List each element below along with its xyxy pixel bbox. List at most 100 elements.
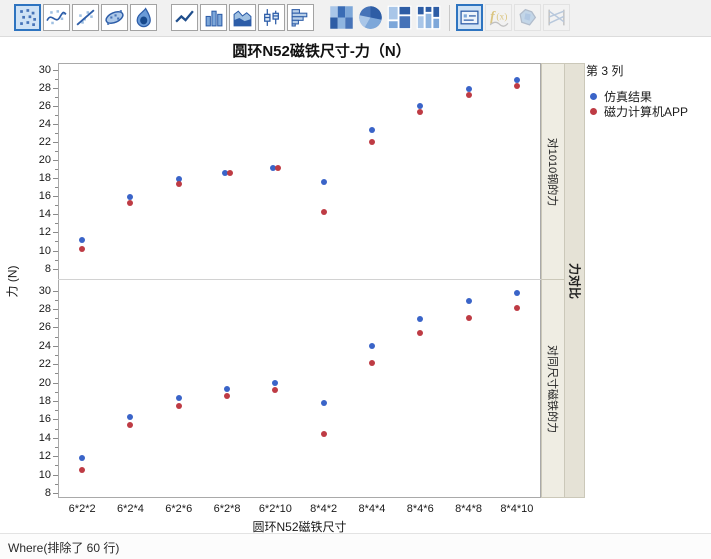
histogram-icon[interactable] [287, 4, 314, 31]
data-point[interactable] [127, 422, 134, 429]
pie-chart-icon[interactable] [357, 4, 384, 31]
plot-frame [58, 63, 541, 498]
data-point[interactable] [221, 170, 228, 177]
y-axis-tick-label: 10 [38, 244, 51, 257]
data-point[interactable] [127, 414, 134, 421]
data-point[interactable] [127, 200, 134, 207]
data-point[interactable] [513, 76, 520, 83]
group-strip-label: 力对比 [567, 262, 581, 299]
panel-strip-top-label: 对1010钢的力 [546, 137, 558, 206]
y-axis-tick [53, 437, 58, 439]
legend-item-calculator-app[interactable]: 磁力计算机APP [586, 104, 706, 119]
data-point[interactable] [175, 181, 182, 188]
data-point[interactable] [175, 394, 182, 401]
y-axis-tick-label: 16 [38, 190, 51, 203]
data-point[interactable] [368, 139, 375, 146]
y-axis-tick [55, 241, 58, 243]
x-axis-tick-label: 6*2*6 [165, 503, 193, 515]
x-axis-tick-label: 8*4*4 [358, 503, 386, 515]
y-axis-tick [55, 299, 58, 301]
data-point[interactable] [272, 387, 279, 394]
data-point[interactable] [417, 315, 424, 322]
y-axis-tick [55, 259, 58, 261]
contour-density-icon[interactable] [130, 4, 157, 31]
legend: 第 3 列 仿真结果 磁力计算机APP [586, 62, 706, 119]
data-point[interactable] [226, 170, 233, 177]
caption-box-icon[interactable] [456, 4, 483, 31]
y-axis-tick-label: 28 [38, 302, 51, 315]
area-chart-icon[interactable] [229, 4, 256, 31]
y-axis-tick [55, 446, 58, 448]
legend-item-simulation[interactable]: 仿真结果 [586, 89, 706, 104]
treemap-icon[interactable] [386, 4, 413, 31]
y-axis-tick-label: 12 [38, 226, 51, 239]
parallel-plot-icon[interactable] [543, 4, 570, 31]
scatter-icon[interactable] [14, 4, 41, 31]
y-axis-tick-label: 26 [38, 99, 51, 112]
data-point[interactable] [368, 126, 375, 133]
data-point[interactable] [175, 175, 182, 182]
y-axis-tick [55, 391, 58, 393]
data-point[interactable] [465, 298, 472, 305]
data-point[interactable] [368, 343, 375, 350]
y-axis-tick [53, 268, 58, 270]
y-axis-tick [53, 69, 58, 71]
data-point[interactable] [274, 164, 281, 171]
data-point[interactable] [224, 385, 231, 392]
data-point[interactable] [79, 454, 86, 461]
data-point[interactable] [320, 430, 327, 437]
density-ellipse-icon[interactable] [101, 4, 128, 31]
y-axis-tick [55, 96, 58, 98]
data-point[interactable] [417, 108, 424, 115]
data-point[interactable] [320, 179, 327, 186]
y-axis-tick [55, 187, 58, 189]
y-axis-tick [53, 87, 58, 89]
data-point[interactable] [417, 330, 424, 337]
data-point[interactable] [465, 314, 472, 321]
heatmap-icon[interactable] [328, 4, 355, 31]
map-shapes-icon[interactable] [514, 4, 541, 31]
data-point[interactable] [417, 103, 424, 110]
data-point[interactable] [127, 193, 134, 200]
toolbar-separator [449, 5, 450, 31]
data-point[interactable] [269, 164, 276, 171]
data-point[interactable] [79, 237, 86, 244]
data-point[interactable] [320, 209, 327, 216]
data-point[interactable] [79, 467, 86, 474]
data-point[interactable] [513, 305, 520, 312]
y-axis-tick-label: 22 [38, 358, 51, 371]
data-point[interactable] [513, 289, 520, 296]
formula-icon[interactable]: f (x) [485, 4, 512, 31]
data-point[interactable] [465, 92, 472, 99]
y-axis-tick [55, 465, 58, 467]
bar-chart-icon[interactable] [200, 4, 227, 31]
x-axis-tick-label: 8*4*6 [406, 503, 434, 515]
data-point[interactable] [368, 359, 375, 366]
legend-marker-red-icon [590, 108, 597, 115]
y-axis-tick [55, 373, 58, 375]
box-plot-icon[interactable] [258, 4, 285, 31]
y-axis-tick-label: 18 [38, 172, 51, 185]
data-point[interactable] [465, 86, 472, 92]
mosaic-plot-icon[interactable] [415, 4, 442, 31]
smoother-icon[interactable] [43, 4, 70, 31]
data-point[interactable] [175, 403, 182, 409]
data-point[interactable] [272, 380, 279, 386]
x-axis-tick-label: 8*4*2 [310, 503, 338, 515]
line-of-fit-icon[interactable] [72, 4, 99, 31]
panel-divider [58, 279, 541, 280]
x-axis-tick-label: 8*4*8 [455, 503, 482, 515]
line-chart-icon[interactable] [171, 4, 198, 31]
y-axis-tick-label: 16 [38, 413, 51, 426]
y-axis-tick [53, 419, 58, 421]
data-point[interactable] [513, 83, 520, 90]
y-axis-tick [55, 223, 58, 225]
y-axis-tick-label: 12 [38, 450, 51, 463]
y-axis-tick-label: 18 [38, 394, 51, 407]
svg-text:f: f [490, 9, 496, 24]
y-axis-tick [55, 78, 58, 80]
data-point[interactable] [79, 246, 86, 253]
data-point[interactable] [320, 400, 327, 407]
data-point[interactable] [224, 392, 231, 399]
